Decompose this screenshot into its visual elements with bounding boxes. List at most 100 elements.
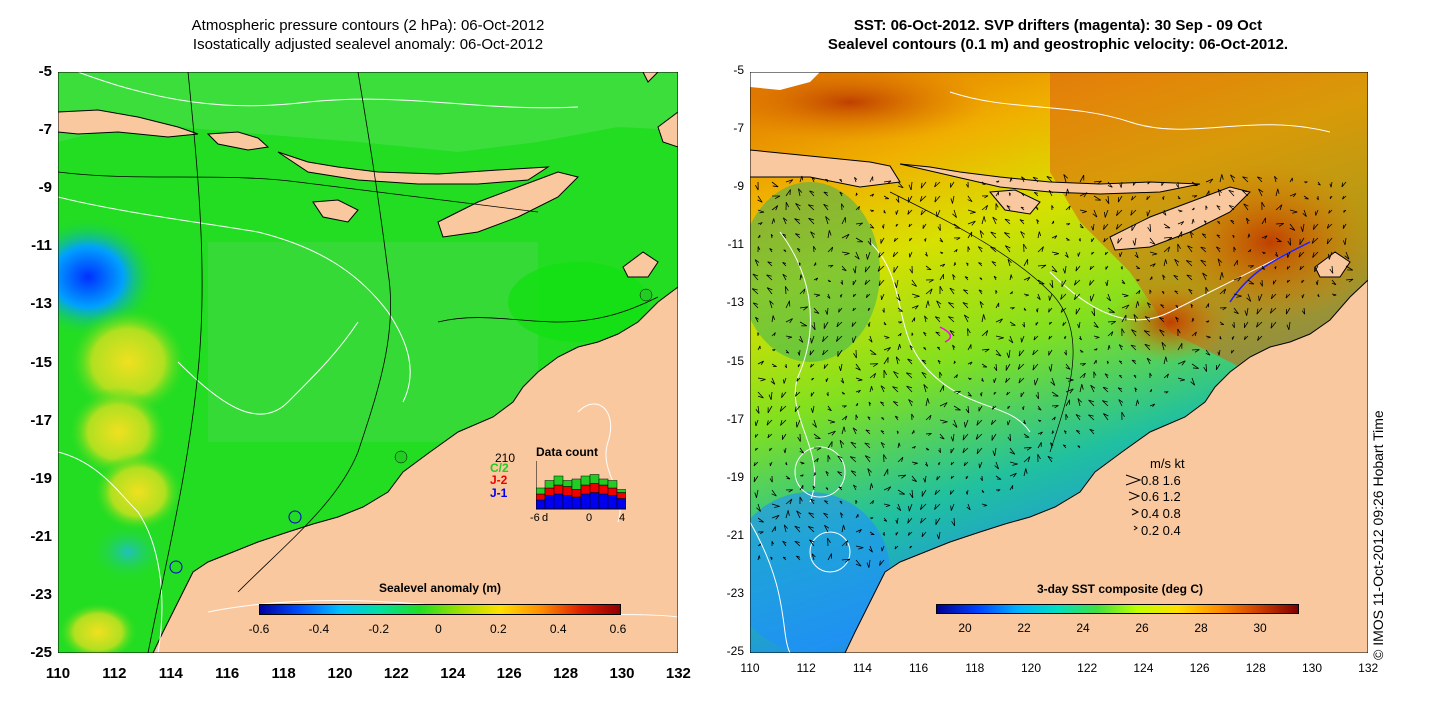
velocity-vector — [827, 419, 836, 424]
velocity-vector — [967, 209, 976, 214]
velocity-vector — [939, 371, 943, 379]
velocity-vector — [836, 321, 843, 328]
velocity-vector — [951, 517, 956, 527]
velocity-vector — [975, 433, 983, 440]
velocity-vector — [923, 347, 927, 351]
velocity-vector — [1121, 279, 1126, 285]
velocity-vector — [757, 531, 764, 535]
velocity-vector — [937, 359, 941, 365]
velocity-vector — [990, 419, 997, 425]
velocity-vector — [1343, 209, 1347, 213]
velocity-vector — [908, 181, 913, 191]
bali-lombok-islands — [206, 131, 270, 151]
velocity-vector — [1009, 461, 1018, 466]
left-colorbar-title: Sealevel anomaly (m) — [378, 581, 502, 595]
velocity-vector — [1033, 191, 1039, 197]
velocity-vector — [967, 377, 972, 380]
velocity-vector — [797, 363, 801, 368]
velocity-vector — [909, 237, 913, 242]
velocity-vector — [827, 553, 832, 561]
velocity-vector — [1144, 343, 1151, 351]
velocity-vector — [823, 512, 829, 519]
velocity-vector — [1105, 279, 1109, 287]
velocity-vector — [1090, 293, 1095, 302]
velocity-vector — [771, 503, 780, 508]
velocity-vector — [1060, 307, 1067, 313]
velocity-vector — [980, 475, 983, 482]
velocity-vector — [1246, 293, 1252, 302]
colorbar-tick: -0.2 — [368, 622, 389, 636]
velocity-vector — [757, 391, 764, 399]
velocity-vector — [1190, 303, 1194, 309]
velocity-vector — [1037, 419, 1042, 422]
velocity-vector — [1219, 321, 1225, 325]
velocity-vector — [840, 377, 845, 384]
java-island — [58, 109, 199, 138]
velocity-vector — [769, 447, 773, 452]
velocity-vector — [869, 386, 873, 393]
velocity-vector — [1191, 317, 1195, 323]
velocity-vector — [1149, 263, 1156, 268]
series-label-j1: J-1 — [490, 486, 508, 500]
sst-map — [750, 72, 1368, 653]
velocity-vector — [839, 179, 843, 183]
left-y-tick: -19 — [30, 469, 52, 487]
velocity-vector — [1231, 321, 1235, 329]
velocity-vector — [995, 302, 1000, 309]
velocity-vector — [853, 349, 857, 359]
velocity-vector — [966, 503, 971, 511]
velocity-vector — [953, 248, 958, 253]
velocity-vector — [1217, 349, 1221, 356]
colorbar-tick: 0 — [435, 622, 442, 636]
velocity-vector — [1187, 245, 1193, 253]
velocity-vector — [1091, 307, 1096, 317]
velocity-vector — [869, 500, 875, 505]
velocity-vector — [827, 441, 833, 449]
velocity-vector — [1037, 431, 1043, 435]
velocity-vector — [1032, 176, 1039, 183]
velocity-vector — [1175, 305, 1179, 309]
velocity-vector — [1161, 181, 1165, 186]
velocity-vector — [911, 475, 917, 482]
velocity-vector — [799, 306, 809, 311]
colorbar-tick: 0.6 — [609, 622, 627, 636]
velocity-vector — [995, 289, 998, 295]
velocity-vector — [850, 470, 857, 477]
velocity-vector — [1161, 291, 1165, 295]
velocity-vector — [1134, 387, 1138, 393]
velocity-vector — [981, 181, 986, 185]
velocity-vector — [1107, 331, 1114, 337]
velocity-vector — [1331, 279, 1337, 286]
velocity-vector — [783, 377, 787, 384]
velocity-vector — [1131, 223, 1137, 232]
left-x-tick: 120 — [327, 665, 353, 682]
velocity-vector — [854, 177, 858, 183]
velocity-vector — [1078, 237, 1081, 242]
left-y-tick: -5 — [38, 63, 52, 80]
velocity-vector — [757, 195, 763, 203]
velocity-vector — [1331, 293, 1337, 297]
velocity-vector — [825, 471, 829, 477]
velocity-vector — [1247, 279, 1255, 285]
velocity-vector — [883, 195, 890, 200]
velocity-vector — [1106, 360, 1109, 365]
velocity-vector — [950, 461, 955, 466]
velocity-vector — [797, 433, 801, 442]
velocity-vector — [936, 209, 941, 218]
velocity-vector — [1032, 349, 1039, 356]
left-x-tick: 122 — [383, 665, 409, 682]
velocity-vector — [911, 430, 915, 435]
velocity-vector — [852, 335, 857, 343]
velocity-vector — [855, 500, 858, 505]
velocity-vector — [1135, 265, 1141, 269]
velocity-vector — [771, 526, 776, 533]
velocity-vector — [991, 261, 997, 267]
velocity-vector — [811, 553, 816, 561]
velocity-vector — [1301, 307, 1306, 315]
velocity-vector — [879, 559, 885, 566]
velocity-vector — [1118, 375, 1123, 379]
velocity-vector — [841, 405, 847, 408]
velocity-vector — [894, 545, 899, 550]
velocity-vector — [1091, 251, 1095, 255]
velocity-vector — [963, 314, 970, 323]
